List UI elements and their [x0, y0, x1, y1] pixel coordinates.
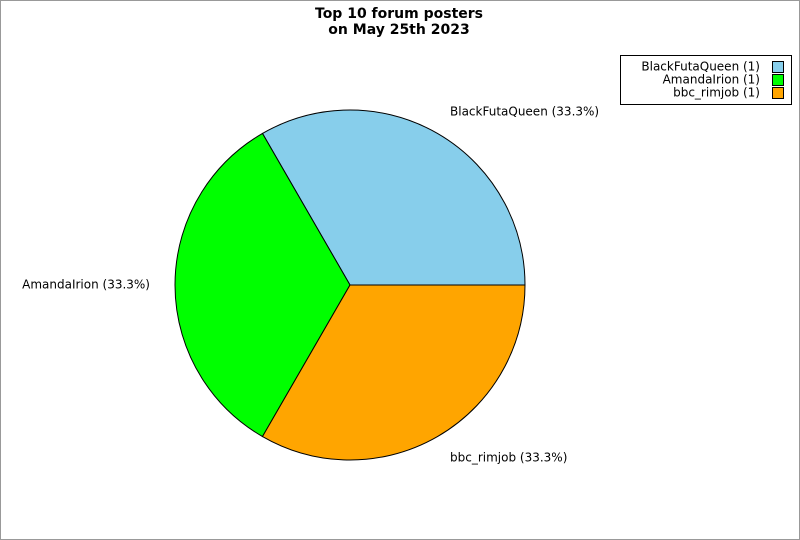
slice-label: BlackFutaQueen (33.3%) — [450, 104, 599, 118]
legend-box — [620, 55, 792, 105]
legend-label: AmandaIrion (1) — [663, 73, 760, 87]
legend-label: bbc_rimjob (1) — [673, 86, 760, 100]
legend-swatch — [772, 87, 784, 99]
pie-slice — [261, 284, 526, 461]
chart-title: Top 10 forum posters — [315, 6, 483, 22]
pie-slice — [174, 132, 351, 438]
legend-swatch — [772, 61, 784, 73]
legend-swatch — [772, 74, 784, 86]
chart-subtitle: on May 25th 2023 — [328, 22, 469, 38]
slice-label: bbc_rimjob (33.3%) — [450, 451, 567, 465]
pie-slice — [261, 109, 526, 286]
slice-label: AmandaIrion (33.3%) — [22, 278, 150, 292]
legend-label: BlackFutaQueen (1) — [641, 60, 760, 74]
